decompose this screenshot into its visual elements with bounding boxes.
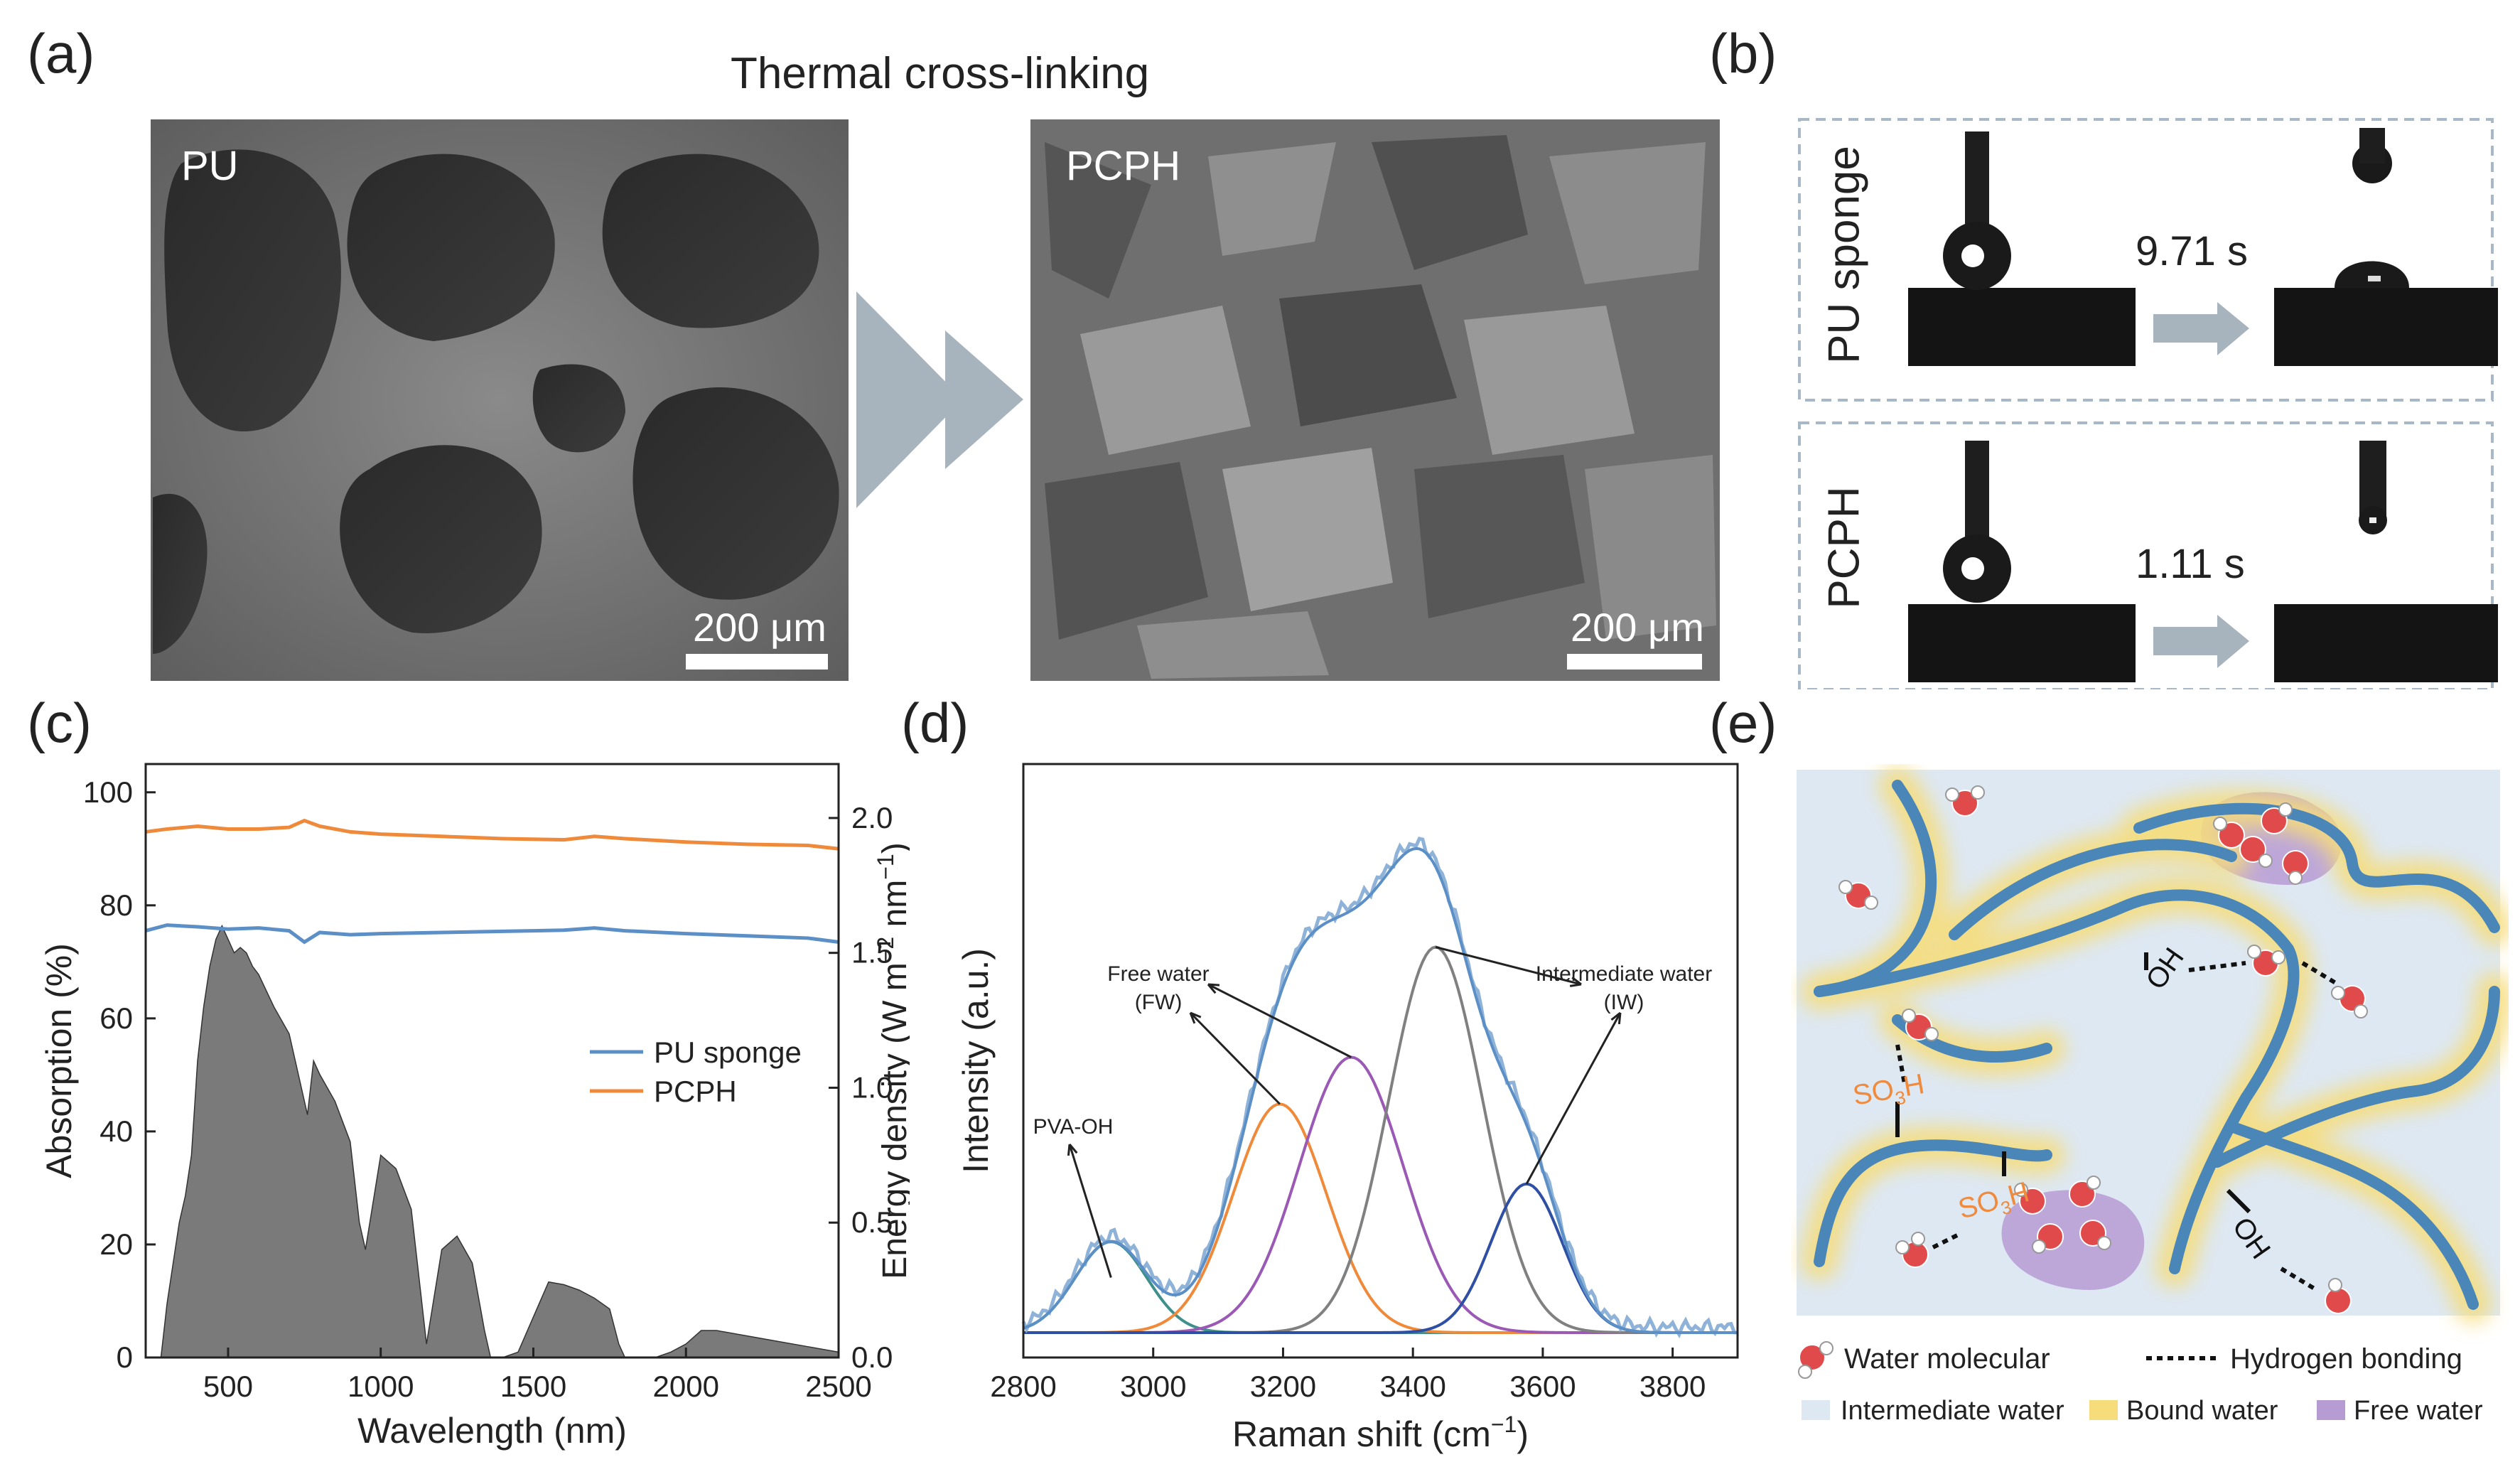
polymer-chains [1814,780,2500,1310]
pcph-box [1798,421,2494,689]
x-tick-label: 2500 [805,1370,871,1403]
chart-d: 2800 3000 3200 3400 3600 3800 Raman shift (cm−… [956,763,1739,1454]
pu-sem-image [151,119,849,681]
arrow-pva-oh-head [1067,1144,1078,1156]
plot-frame [1022,763,1739,1359]
annotation-fw: (FW) [1135,991,1183,1014]
arrow-fw-2 [1207,983,1352,1058]
panel-e-figure: OH OH SO3H SO3H Water molecular Hydrogen… [1797,767,2509,1426]
legend-hydrogen-bonding: Hydrogen bonding [2146,1343,2462,1375]
raman-measured [1021,837,1738,1339]
hydrogen-bonds [1895,961,2339,1292]
chart-c: 500 1000 1500 2000 2500 0 20 40 60 80 100 0.0 0.5 1.0… [39,763,910,1451]
y-right-tick-label: 0.5 [851,1205,893,1239]
y-right-axis-label: Energy density (W m−2 nm−1) [873,842,910,1279]
y-axis-label: Intensity (a.u.) [956,948,996,1173]
legend-water-molecular: Water molecular [1798,1341,2050,1379]
raman-fit [1023,846,1738,1334]
arrow-fw-1 [1189,1011,1281,1105]
y-tick-label: 60 [99,1001,133,1035]
panel-a-title: Thermal cross-linking [731,49,1150,98]
panel-label-e: (e) [1709,692,1777,754]
panel-b-figure [1798,118,2498,689]
x-tick-label: 3800 [1639,1370,1706,1403]
plot-frame [144,763,840,1359]
y-right-tick-label: 1.5 [851,936,893,969]
arrow-pva-oh [1068,1144,1112,1278]
panel-label-b: (b) [1709,22,1777,85]
svg-text:Bound water: Bound water [2126,1396,2278,1426]
arrow-fw-2-head [1207,983,1220,994]
pu-arrow [2153,302,2249,355]
y-tick-label: 80 [99,888,133,922]
y-right-tick-label: 0.0 [851,1340,893,1374]
pcph-arrow [2153,615,2249,668]
solar-spectrum-area [160,924,839,1358]
x-tick-label: 3400 [1379,1370,1445,1403]
x-tick-label: 2000 [653,1370,719,1403]
raman-peak-fw2 [1023,1055,1738,1334]
cross-linking-arrow [856,291,1023,508]
pcph-row-label-wrap: PCPH [1816,444,1873,657]
y-tick-label: 100 [83,775,133,809]
x-tick-label: 2800 [990,1370,1056,1403]
legend-label-1: PCPH [654,1075,737,1108]
pcph-sem-image [1030,119,1720,681]
x-tick-label: 3200 [1250,1370,1316,1403]
svg-text:Hydrogen bonding: Hydrogen bonding [2230,1343,2462,1375]
pcph-label: PCPH [1066,143,1181,189]
pcph-droplet-after [2274,441,2498,682]
annotation-intermediate-water: Intermediate water [1536,962,1712,986]
pcph-droplet-before [1908,441,2136,682]
pu-sponge-label-wrap: PU sponge [1816,137,1873,372]
arrow-fw-1-head [1189,1011,1202,1024]
panel-a-figure [151,119,1720,681]
y-tick-label: 40 [99,1114,133,1148]
pu-time: 9.71 s [2136,228,2248,274]
annotation-iw: (IW) [1604,991,1644,1014]
panel-label-c: (c) [27,692,92,754]
legend-intermediate-water: Intermediate water [1802,1396,2064,1426]
panel-label-d: (d) [901,692,969,754]
y-tick-label: 20 [99,1227,133,1261]
legend-free-water: Free water [2317,1396,2483,1426]
svg-text:Free water: Free water [2354,1396,2483,1426]
arrow-iw-2 [1525,1012,1622,1185]
svg-text:Intermediate water: Intermediate water [1841,1396,2064,1426]
pu-box [1798,118,2494,402]
y-right-tick-label: 2.0 [851,801,893,834]
x-tick-label: 3600 [1509,1370,1576,1403]
x-tick-label: 3000 [1120,1370,1186,1403]
series-line-1 [145,818,839,851]
pcph-time: 1.11 s [2136,541,2245,587]
annotation-pva-oh: PVA-OH [1033,1115,1114,1139]
annotation-free-water: Free water [1107,962,1209,986]
pu-label: PU [181,143,239,189]
x-axis-label: Wavelength (nm) [357,1411,627,1451]
series-line-0 [145,923,839,945]
covalent-bonds [1895,952,2251,1214]
pcph-row-label: PCPH [1819,486,1869,609]
x-tick-label: 1000 [348,1370,414,1403]
x-axis-label: Raman shift (cm−1) [1232,1412,1529,1454]
y-tick-label: 0 [117,1340,133,1374]
pu-sponge-label: PU sponge [1819,146,1869,364]
free-water-cloud-bottom [2001,1190,2145,1290]
legend-bound-water: Bound water [2089,1396,2278,1426]
arrow-iw-1-head [1569,977,1582,987]
x-tick-label: 1500 [500,1370,566,1403]
pu-droplet-before [1908,131,2136,366]
panel-label-a: (a) [27,22,95,85]
scale-bar-left-label: 200 μm [693,605,826,650]
water-molecules [1838,785,2368,1314]
arrow-iw-2-head [1610,1011,1622,1025]
arrow-iw-1 [1435,946,1582,986]
svg-text:Water molecular: Water molecular [1844,1343,2050,1375]
legend-label-0: PU sponge [654,1036,802,1069]
pu-droplet-after [2274,128,2498,366]
y-axis-label: Absorption (%) [39,943,79,1178]
scale-bar-right-label: 200 μm [1571,605,1704,650]
x-tick-label: 500 [203,1370,253,1403]
y-right-tick-label: 1.0 [851,1070,893,1104]
